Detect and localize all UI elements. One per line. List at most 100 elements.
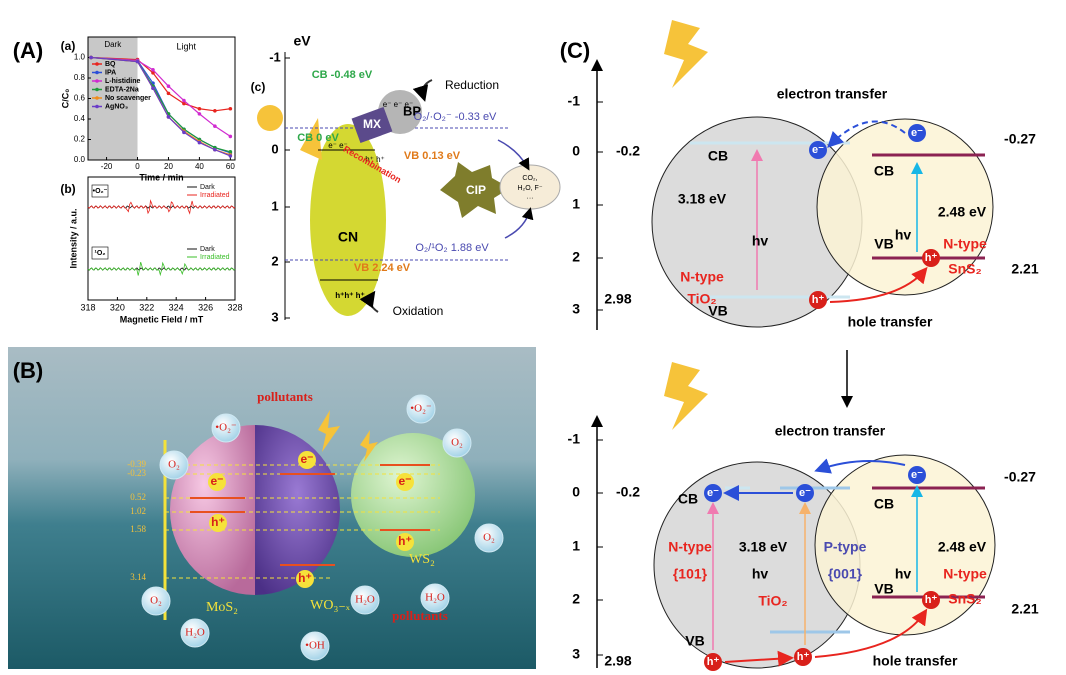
label: AgNO₃ [105,103,128,110]
label: O₂ [150,595,162,607]
spectrum [87,261,236,277]
label: 0.4 [74,114,86,123]
label: h⁺ [707,656,720,668]
label: 1 [271,198,278,213]
carrier [296,570,314,588]
label: SnS₂ [948,261,981,277]
hole [922,249,940,267]
label: H₂O [355,594,375,606]
series-line [91,56,231,157]
label: Dark [200,246,215,253]
label: IPA [105,69,116,76]
label: •O₂⁻ [215,422,237,434]
legend-marker [95,79,99,83]
label: 2 [572,249,580,265]
label: CB -0.48 eV [312,69,373,81]
hole [922,591,940,609]
label: h⁺ [211,515,225,529]
label: 320 [110,302,125,312]
label: -1 [568,93,581,109]
label: -0.2 [616,143,640,159]
point [228,154,233,158]
label: 2.21 [1011,261,1038,277]
label: -0.27 [1004,469,1036,485]
label: e⁻ [911,127,923,139]
label: •OH [305,640,325,652]
label: VB [685,633,704,649]
label: ··· [527,195,534,202]
label: hv [752,566,769,582]
point [166,115,171,119]
label: 0 [135,162,140,171]
label: Irradiated [200,254,230,261]
label: 3 [572,301,580,317]
bubble [180,618,210,648]
label: Oxidation [393,304,444,318]
panel-C-shapes [591,20,996,671]
legend-marker [95,70,99,75]
carrier [396,473,414,491]
label: N-type [668,539,712,555]
carrier [298,451,316,469]
label: 0.2 [74,135,86,144]
label: 0.8 [74,73,86,82]
label: EDTA-2Na [105,86,139,93]
legend-marker [95,62,99,66]
bubble [141,586,171,616]
label: hv [895,227,912,243]
bubble [300,631,330,661]
label: CB [678,491,698,507]
label: SnS₂ [948,591,981,607]
label: 322 [139,302,154,312]
label: WS₂ [409,552,435,567]
label: 0.6 [74,94,86,103]
sns2-circle [814,454,996,636]
label: electron transfer [777,86,888,102]
electron [704,484,722,502]
label: 40 [195,162,204,171]
label: 1.0 [74,53,86,62]
bubble [211,413,241,443]
label: h⁺ [925,594,938,606]
point [166,91,171,96]
label: h⁺h⁺ h⁺ [335,291,365,300]
panel-B-shapes [8,347,536,669]
electron [908,124,926,142]
point [151,71,155,75]
label: h⁺ [925,252,938,264]
label: 1 [572,538,580,554]
label: 0.0 [74,155,86,164]
label: Dark [104,40,122,49]
label: 1 [572,196,580,212]
electron [908,466,926,484]
label: BQ [105,61,116,68]
spectrum [87,199,236,215]
label: h⁺ [398,534,412,548]
label: VB 0.13 eV [404,150,461,162]
label: 1.02 [130,506,146,516]
arrow [497,139,530,171]
arrow [814,608,928,658]
label: eV [293,33,311,49]
sns2-circle [816,118,994,296]
point [197,112,202,116]
label: (b) [60,182,75,196]
label: 328 [227,302,242,312]
label: e⁻ [707,487,719,499]
wo3-sphere [255,425,340,595]
label: 2.21 [1011,601,1038,617]
hole [809,291,827,309]
arrow [359,290,379,313]
label: (a) [61,39,76,53]
label: MoS₂ [206,600,238,615]
label: -20 [101,162,113,171]
label: -0.2 [616,484,640,500]
legend-marker [95,96,99,100]
label: e⁻ [210,474,223,488]
label: 20 [164,162,173,171]
label: CO₂, [522,175,537,182]
point [228,106,233,111]
label: ¹O₂ [95,250,106,257]
carrier [209,514,227,532]
